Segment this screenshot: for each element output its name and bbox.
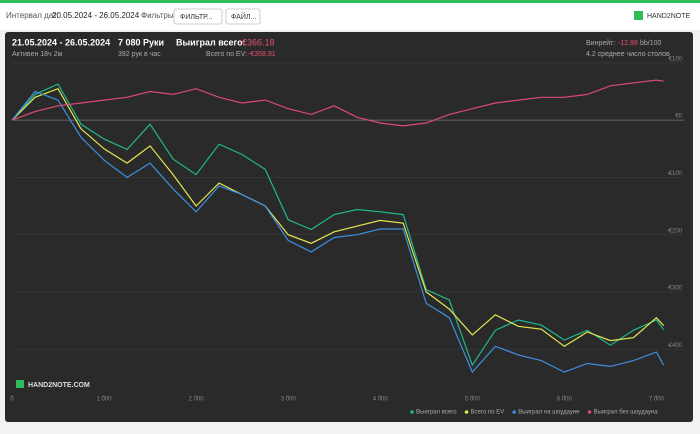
legend-label: Выиграл на шоудауне	[518, 410, 580, 416]
filters-label: Фильтры:	[141, 11, 176, 20]
period: 21.05.2024 - 26.05.2024	[12, 37, 110, 47]
y-tick-label: -€200	[667, 228, 683, 234]
top-bar	[0, 0, 700, 30]
logo-icon	[634, 11, 643, 20]
y-tick-label: -€100	[667, 171, 683, 177]
x-tick-label: 2 000	[189, 397, 205, 403]
ev-value: -€358.91	[248, 51, 276, 58]
legend-swatch	[587, 410, 592, 414]
x-tick-label: 5 000	[465, 397, 481, 403]
legend-label: Всего по EV	[471, 410, 505, 416]
file-button-text[interactable]: ФАЙЛ...	[231, 12, 256, 21]
x-tick-label: 0	[10, 397, 14, 403]
won-value: -€366.18	[239, 37, 275, 47]
tables: 4.2 среднее число столов	[586, 51, 670, 58]
winrate-unit: bb/100	[640, 40, 662, 47]
x-tick-label: 4 000	[373, 397, 389, 403]
series-line	[11, 87, 665, 348]
rate: 392 рук в час	[118, 51, 161, 58]
filter-button-text[interactable]: ФИЛЬТР...	[180, 14, 212, 21]
legend-swatch	[464, 410, 469, 414]
panel	[5, 32, 693, 422]
winrate-label: Винрейт:	[586, 39, 615, 47]
hands: 7 080 Руки	[118, 37, 164, 47]
winrate-value: -12.98	[618, 40, 638, 47]
logo: HAND2NOTE	[647, 13, 691, 20]
y-tick-label: -€300	[667, 286, 683, 292]
legend-swatch	[512, 410, 517, 414]
file-button[interactable]	[225, 8, 261, 25]
x-tick-label: 1 000	[97, 397, 113, 403]
active: Активен 18ч 2м	[12, 51, 63, 58]
watermark-icon	[16, 380, 24, 388]
series-line	[11, 79, 664, 127]
y-tick-label: -€400	[667, 343, 683, 349]
filter-button[interactable]	[173, 8, 223, 25]
won-label: Выиграл всего:	[176, 37, 246, 47]
x-tick-label: 7 000	[649, 397, 665, 403]
date-label: Интервал дат:	[6, 11, 59, 20]
ev-label: Всего по EV:	[206, 51, 247, 58]
accent	[0, 0, 700, 3]
legend-label: Выиграл без шоудауна	[594, 410, 659, 416]
date-range[interactable]: 20.05.2024 - 26.05.2024	[52, 11, 140, 20]
x-tick-label: 6 000	[557, 397, 573, 403]
y-tick-label: €100	[669, 56, 683, 62]
legend-swatch	[410, 410, 414, 414]
x-tick-label: 3 000	[281, 397, 297, 403]
watermark: HAND2NOTE.COM	[28, 382, 90, 389]
series-line	[11, 90, 665, 374]
series-line	[11, 83, 665, 367]
legend-label: Выиграл всего	[416, 410, 457, 416]
y-tick-label: €0	[675, 114, 682, 120]
